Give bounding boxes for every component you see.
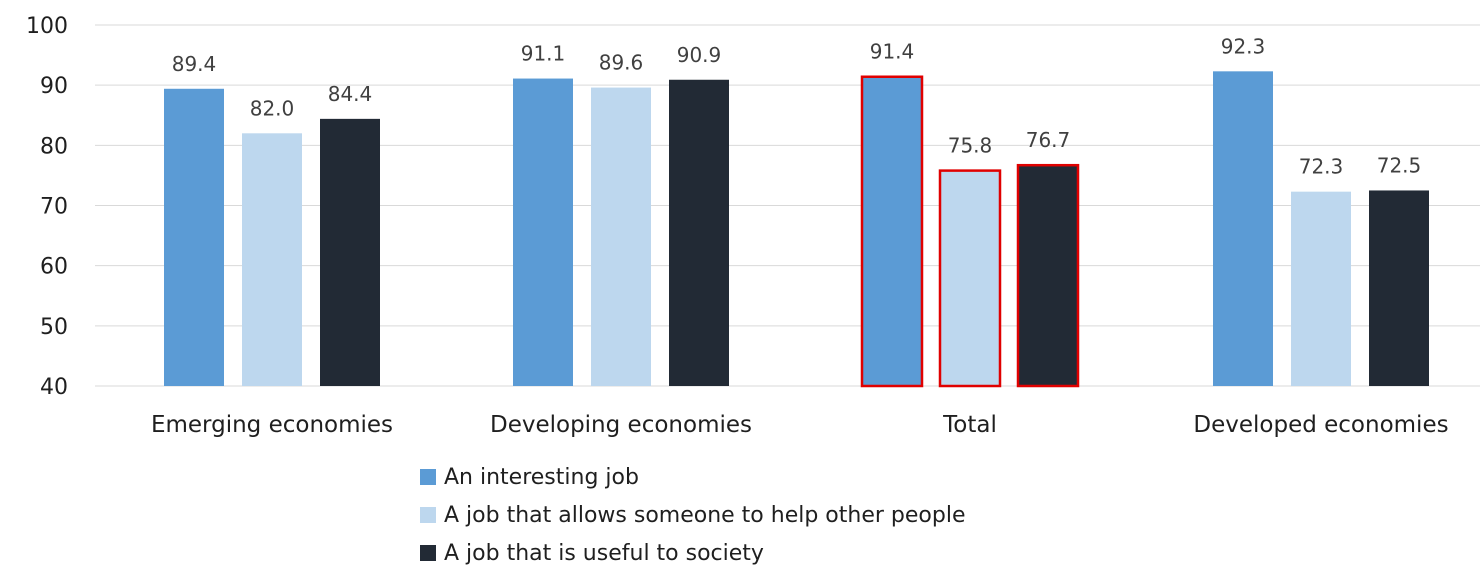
bar-developed-economies-a-job-that-is-useful-to-society [1369, 190, 1429, 386]
data-label-developing-economies-a-job-that-is-useful-to-society: 90.9 [677, 43, 722, 67]
bar-total-an-interesting-job [860, 75, 924, 388]
bar-emerging-economies-an-interesting-job [164, 88, 224, 386]
bar-developing-economies-a-job-that-is-useful-to-society [669, 79, 729, 387]
data-label-total-an-interesting-job: 91.4 [870, 40, 915, 64]
data-label-total-a-job-that-is-useful-to-society: 76.7 [1026, 128, 1071, 152]
legend-label-interesting-job: An interesting job [444, 464, 639, 490]
legend-swatch-interesting-job [420, 469, 436, 485]
data-label-emerging-economies-a-job-that-allows-someone-to-help-other-people: 82.0 [250, 96, 295, 120]
y-tick-label-100: 100 [26, 14, 68, 39]
data-label-developing-economies-a-job-that-allows-someone-to-help-other-people: 89.6 [599, 51, 644, 75]
x-category-label-developed-economies: Developed economies [1193, 412, 1448, 438]
bar-emerging-economies-a-job-that-allows-someone-to-help-other-people [242, 133, 302, 386]
y-tick-label-40: 40 [40, 375, 68, 400]
data-label-emerging-economies-a-job-that-is-useful-to-society: 84.4 [328, 82, 373, 106]
y-tick-label-60: 60 [40, 255, 68, 280]
legend-item-interesting-job: An interesting job [420, 462, 965, 492]
bar-developing-economies-an-interesting-job [513, 78, 573, 386]
data-label-developed-economies-a-job-that-allows-someone-to-help-other-people: 72.3 [1299, 155, 1344, 179]
x-category-label-developing-economies: Developing economies [490, 412, 752, 438]
data-label-developed-economies-an-interesting-job: 92.3 [1221, 34, 1266, 58]
y-tick-label-80: 80 [40, 134, 68, 159]
legend-swatch-useful-to-society [420, 545, 436, 561]
legend-item-useful-to-society: A job that is useful to society [420, 538, 965, 568]
bar-total-a-job-that-is-useful-to-society [1016, 163, 1080, 388]
legend-label-help-others: A job that allows someone to help other … [444, 502, 966, 528]
x-category-label-emerging-economies: Emerging economies [151, 412, 393, 438]
y-tick-label-50: 50 [40, 315, 68, 340]
data-label-emerging-economies-an-interesting-job: 89.4 [172, 52, 217, 76]
data-label-total-a-job-that-allows-someone-to-help-other-people: 75.8 [948, 134, 993, 158]
bar-emerging-economies-a-job-that-is-useful-to-society [320, 118, 380, 387]
y-tick-label-90: 90 [40, 74, 68, 99]
bar-developed-economies-a-job-that-allows-someone-to-help-other-people [1291, 191, 1351, 386]
y-tick-label-70: 70 [40, 195, 68, 220]
chart-legend: An interesting job A job that allows som… [420, 462, 965, 576]
x-category-label-total: Total [942, 412, 997, 438]
bar-developed-economies-an-interesting-job [1213, 71, 1273, 386]
legend-swatch-help-others [420, 507, 436, 523]
legend-item-help-others: A job that allows someone to help other … [420, 500, 965, 530]
data-label-developing-economies-an-interesting-job: 91.1 [521, 42, 566, 66]
legend-label-useful-to-society: A job that is useful to society [444, 540, 764, 566]
data-label-developed-economies-a-job-that-is-useful-to-society: 72.5 [1377, 153, 1422, 177]
bar-total-a-job-that-allows-someone-to-help-other-people [938, 169, 1002, 388]
bar-developing-economies-a-job-that-allows-someone-to-help-other-people [591, 87, 651, 386]
